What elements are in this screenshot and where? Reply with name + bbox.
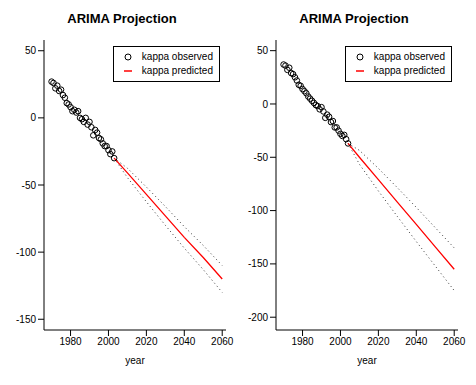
svg-text:1980: 1980	[59, 336, 82, 347]
svg-text:50: 50	[257, 45, 269, 56]
svg-text:-50: -50	[254, 152, 269, 163]
html-text:kappa predicted: kappa predicted	[141, 65, 213, 76]
svg-text:2000: 2000	[97, 336, 120, 347]
html-text:ARIMA Projection: ARIMA Projection	[67, 11, 177, 26]
svg-text:2060: 2060	[443, 336, 466, 347]
svg-text:-150: -150	[248, 258, 268, 269]
svg-text:2060: 2060	[211, 336, 234, 347]
svg-text:2000: 2000	[329, 336, 352, 347]
svg-text:2020: 2020	[367, 336, 390, 347]
svg-text:0: 0	[30, 112, 36, 123]
svg-text:-200: -200	[248, 312, 268, 323]
svg-text:0: 0	[262, 99, 268, 110]
svg-text:-100: -100	[16, 247, 36, 258]
svg-text:-100: -100	[248, 205, 268, 216]
svg-text:2040: 2040	[405, 336, 428, 347]
svg-text:2040: 2040	[173, 336, 196, 347]
svg-text:50: 50	[25, 45, 37, 56]
svg-text:year: year	[125, 355, 145, 366]
svg-text:1980: 1980	[291, 336, 314, 347]
html-text:kappa predicted: kappa predicted	[373, 65, 445, 76]
svg-text:2020: 2020	[135, 336, 158, 347]
svg-text:-50: -50	[22, 180, 37, 191]
html-text:ARIMA Projection: ARIMA Projection	[299, 11, 409, 26]
svg-text:-150: -150	[16, 314, 36, 325]
html-text:kappa observed: kappa observed	[141, 51, 213, 62]
svg-text:year: year	[357, 355, 377, 366]
html-text:kappa observed: kappa observed	[373, 51, 445, 62]
